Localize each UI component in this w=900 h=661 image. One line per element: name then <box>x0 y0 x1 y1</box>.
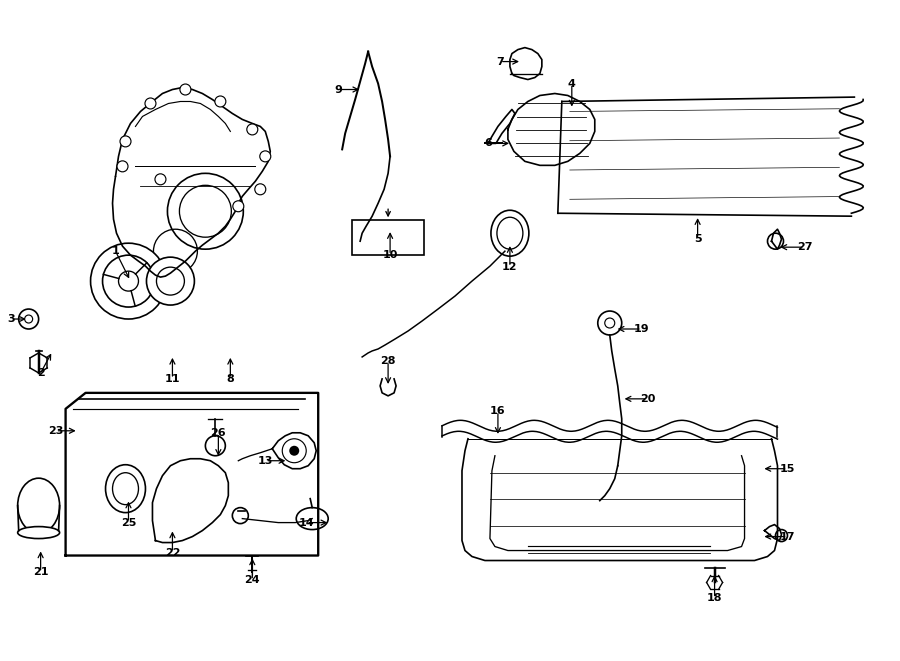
Text: 26: 26 <box>211 428 226 438</box>
Circle shape <box>232 508 248 524</box>
Text: 27: 27 <box>796 242 812 253</box>
Ellipse shape <box>105 465 146 513</box>
Circle shape <box>157 267 184 295</box>
Circle shape <box>120 136 131 147</box>
Text: 17: 17 <box>779 531 796 541</box>
Text: 8: 8 <box>227 374 234 384</box>
Circle shape <box>233 201 244 212</box>
Circle shape <box>205 436 225 455</box>
Circle shape <box>155 174 166 185</box>
Ellipse shape <box>296 508 328 529</box>
Text: 24: 24 <box>245 576 260 586</box>
Text: 1: 1 <box>112 246 120 256</box>
Circle shape <box>247 124 257 135</box>
Text: 15: 15 <box>779 464 796 474</box>
Circle shape <box>91 243 166 319</box>
Text: 6: 6 <box>484 138 492 148</box>
Circle shape <box>119 271 139 291</box>
Circle shape <box>605 318 615 328</box>
Text: 13: 13 <box>257 455 273 466</box>
Bar <box>352 220 424 255</box>
Text: 25: 25 <box>121 518 136 527</box>
Circle shape <box>215 96 226 107</box>
Circle shape <box>598 311 622 335</box>
Text: 3: 3 <box>7 314 14 324</box>
Circle shape <box>147 257 194 305</box>
Ellipse shape <box>18 478 59 533</box>
Text: 7: 7 <box>496 57 504 67</box>
Circle shape <box>145 98 156 109</box>
Text: 20: 20 <box>640 394 655 404</box>
Text: 11: 11 <box>165 374 180 384</box>
Circle shape <box>24 315 32 323</box>
Circle shape <box>776 529 788 541</box>
Circle shape <box>19 309 39 329</box>
Text: 12: 12 <box>502 262 518 272</box>
Text: 16: 16 <box>491 406 506 416</box>
Ellipse shape <box>18 527 59 539</box>
Circle shape <box>260 151 271 162</box>
Circle shape <box>255 184 266 195</box>
Text: 18: 18 <box>706 594 723 603</box>
Text: 28: 28 <box>381 356 396 366</box>
Text: 19: 19 <box>634 324 650 334</box>
Ellipse shape <box>491 210 529 256</box>
Circle shape <box>117 161 128 172</box>
Text: 4: 4 <box>568 79 576 89</box>
Ellipse shape <box>497 217 523 249</box>
Circle shape <box>180 84 191 95</box>
Circle shape <box>289 446 299 455</box>
Circle shape <box>103 255 155 307</box>
Text: 10: 10 <box>382 250 398 260</box>
Text: 14: 14 <box>299 518 314 527</box>
Text: 2: 2 <box>37 368 44 378</box>
Circle shape <box>768 233 784 249</box>
Text: 9: 9 <box>334 85 342 95</box>
Text: 22: 22 <box>165 547 180 557</box>
Ellipse shape <box>112 473 139 504</box>
Text: 5: 5 <box>694 234 701 244</box>
Text: 21: 21 <box>33 568 49 578</box>
Text: 23: 23 <box>48 426 63 436</box>
